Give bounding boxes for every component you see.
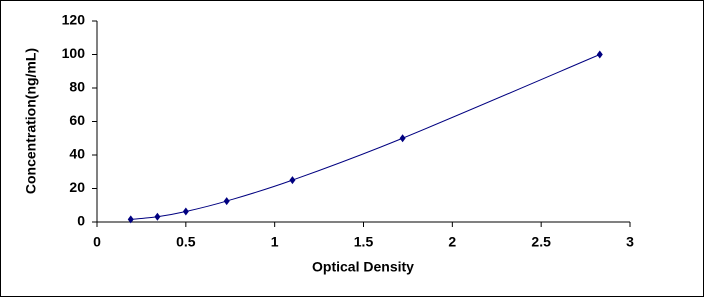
fit-curve — [130, 54, 600, 220]
y-tick-label: 20 — [69, 179, 85, 195]
point — [596, 50, 603, 59]
point — [154, 212, 161, 221]
point — [399, 134, 406, 143]
x-tick-label: 0 — [93, 234, 101, 250]
y-tick-label: 80 — [69, 79, 85, 95]
y-tick-label: 40 — [69, 146, 85, 162]
x-axis-label: Optical Density — [312, 259, 414, 275]
x-tick-label: 1 — [271, 234, 279, 250]
x-tick-label: 2 — [448, 234, 456, 250]
y-tick-label: 120 — [62, 12, 86, 28]
point — [127, 215, 134, 224]
y-tick-label: 100 — [62, 45, 86, 61]
point — [289, 176, 296, 185]
x-tick-label: 2.5 — [531, 234, 551, 250]
y-tick-label: 60 — [69, 112, 85, 128]
y-axis-label: Concentration(ng/mL) — [23, 48, 39, 194]
point — [182, 207, 189, 216]
y-tick-label: 0 — [77, 213, 85, 229]
point — [223, 197, 230, 206]
x-tick-label: 1.5 — [354, 234, 374, 250]
x-tick-label: 3 — [626, 234, 634, 250]
x-tick-label: 0.5 — [176, 234, 196, 250]
